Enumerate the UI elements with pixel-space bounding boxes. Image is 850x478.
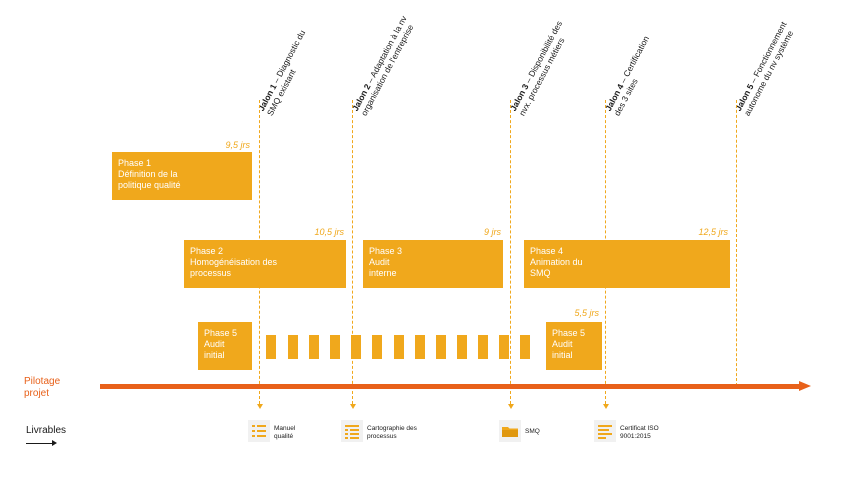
list-icon	[248, 420, 270, 442]
jalon-4-arrow	[603, 404, 609, 409]
folder-icon	[499, 420, 521, 442]
pilotage-timeline-arrowhead	[799, 381, 811, 391]
jalon-2-line	[352, 100, 353, 404]
pilotage-label: Pilotage projet	[24, 376, 61, 399]
grid-list-icon	[341, 420, 363, 442]
jalon-3-arrow	[508, 404, 514, 409]
livrables-label: Livrables	[26, 425, 67, 436]
jalon-1-arrow	[257, 404, 263, 409]
jalon-2-label: Jalon 2 – Adaptation à la nv organisatio…	[350, 14, 416, 118]
dash-segment	[436, 335, 446, 359]
dash-segment	[372, 335, 382, 359]
livrable-1-label: Manuel qualité	[274, 425, 296, 440]
dash-segment	[266, 335, 276, 359]
dash-segment	[499, 335, 509, 359]
jalon-5-line	[736, 100, 737, 386]
livrables-arrow	[26, 443, 54, 444]
document-icon	[594, 420, 616, 442]
dash-segment	[520, 335, 530, 359]
jalon-4-label: Jalon 4 – Certification des 3 sites	[603, 34, 652, 118]
phase-5a-box: Phase 5 Audit initial	[198, 322, 252, 370]
phase-1-box: Phase 1 Définition de la politique quali…	[112, 152, 252, 200]
livrables-arrowhead	[52, 440, 57, 446]
jalon-1-label: Jalon 1 – Diagnostic du SMQ existant	[256, 28, 308, 118]
livrable-4-label: Certificat ISO 9001:2015	[620, 425, 659, 440]
phase-2-duration: 10,5 jrs	[314, 227, 344, 237]
livrable-3-label: SMQ	[525, 428, 540, 435]
phase-3-box: Phase 3 Audit interne	[363, 240, 503, 288]
dash-segment	[288, 335, 298, 359]
dash-segment	[457, 335, 467, 359]
dash-segment	[309, 335, 319, 359]
dash-segment	[478, 335, 488, 359]
phase-5b-duration: 5,5 jrs	[574, 308, 599, 318]
pilotage-timeline-bar	[100, 384, 800, 389]
livrable-2-label: Cartographie des processus	[367, 425, 417, 440]
jalon-3-label: Jalon 3 – Disponibilité des nvx. process…	[508, 19, 567, 118]
jalon-5-label: Jalon 5 – Fonctionnement autonome du nv …	[733, 19, 796, 118]
jalon-2-arrow	[350, 404, 356, 409]
phase-1-duration: 9,5 jrs	[225, 140, 250, 150]
dash-segment	[351, 335, 361, 359]
phase-3-duration: 9 jrs	[483, 227, 501, 237]
dash-segment	[415, 335, 425, 359]
dash-segment	[394, 335, 404, 359]
phase-5b-box: Phase 5 Audit initial	[546, 322, 602, 370]
phase-4-duration: 12,5 jrs	[698, 227, 728, 237]
jalon-3-line	[510, 100, 511, 404]
phase-4-box: Phase 4 Animation du SMQ	[524, 240, 730, 288]
dash-segment	[330, 335, 340, 359]
phase-2-box: Phase 2 Homogénéisation des processus	[184, 240, 346, 288]
